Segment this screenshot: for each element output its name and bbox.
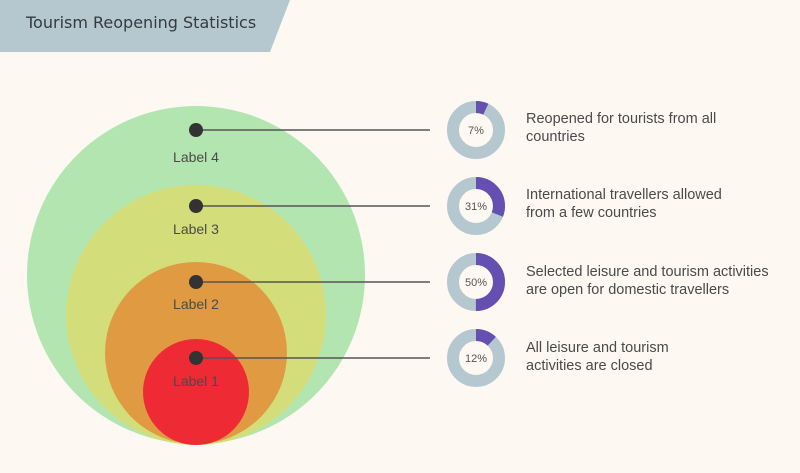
donut-percent-2: 50% xyxy=(465,277,487,289)
description-3: International travellers allowed from a … xyxy=(526,186,796,222)
dot-marker-2 xyxy=(189,275,203,289)
description-4: Reopened for tourists from all countries xyxy=(526,110,796,146)
circle-label-text-3: Label 3 xyxy=(173,221,219,237)
description-2: Selected leisure and tourism activities … xyxy=(526,263,796,299)
donut-chart-4: 7% xyxy=(447,101,505,159)
donut-chart-1: 12% xyxy=(447,329,505,387)
description-1-line-2: activities are closed xyxy=(526,358,653,374)
donut-chart-2: 50% xyxy=(447,253,505,311)
circle-label-text-4: Label 4 xyxy=(173,149,219,165)
description-2-line-1: Selected leisure and tourism activities xyxy=(526,264,769,280)
page-title: Tourism Reopening Statistics xyxy=(26,13,257,32)
dot-marker-3 xyxy=(189,199,203,213)
donut-percent-1: 12% xyxy=(465,353,487,365)
description-1-line-1: All leisure and tourism xyxy=(526,340,669,356)
donut-percent-3: 31% xyxy=(465,201,487,213)
dot-marker-1 xyxy=(189,351,203,365)
description-3-line-2: from a few countries xyxy=(526,205,657,221)
donut-percent-4: 7% xyxy=(468,125,484,137)
description-4-line-2: countries xyxy=(526,129,585,145)
circle-label-text-1: Label 1 xyxy=(173,373,219,389)
description-3-line-1: International travellers allowed xyxy=(526,187,722,203)
description-4-line-1: Reopened for tourists from all xyxy=(526,111,717,127)
circle-label-1 xyxy=(143,339,249,445)
description-1: All leisure and tourism activities are c… xyxy=(526,339,796,375)
description-2-line-2: are open for domestic travellers xyxy=(526,282,730,298)
circle-label-text-2: Label 2 xyxy=(173,296,219,312)
header-banner xyxy=(0,0,290,52)
donut-chart-3: 31% xyxy=(447,177,505,235)
dot-marker-4 xyxy=(189,123,203,137)
